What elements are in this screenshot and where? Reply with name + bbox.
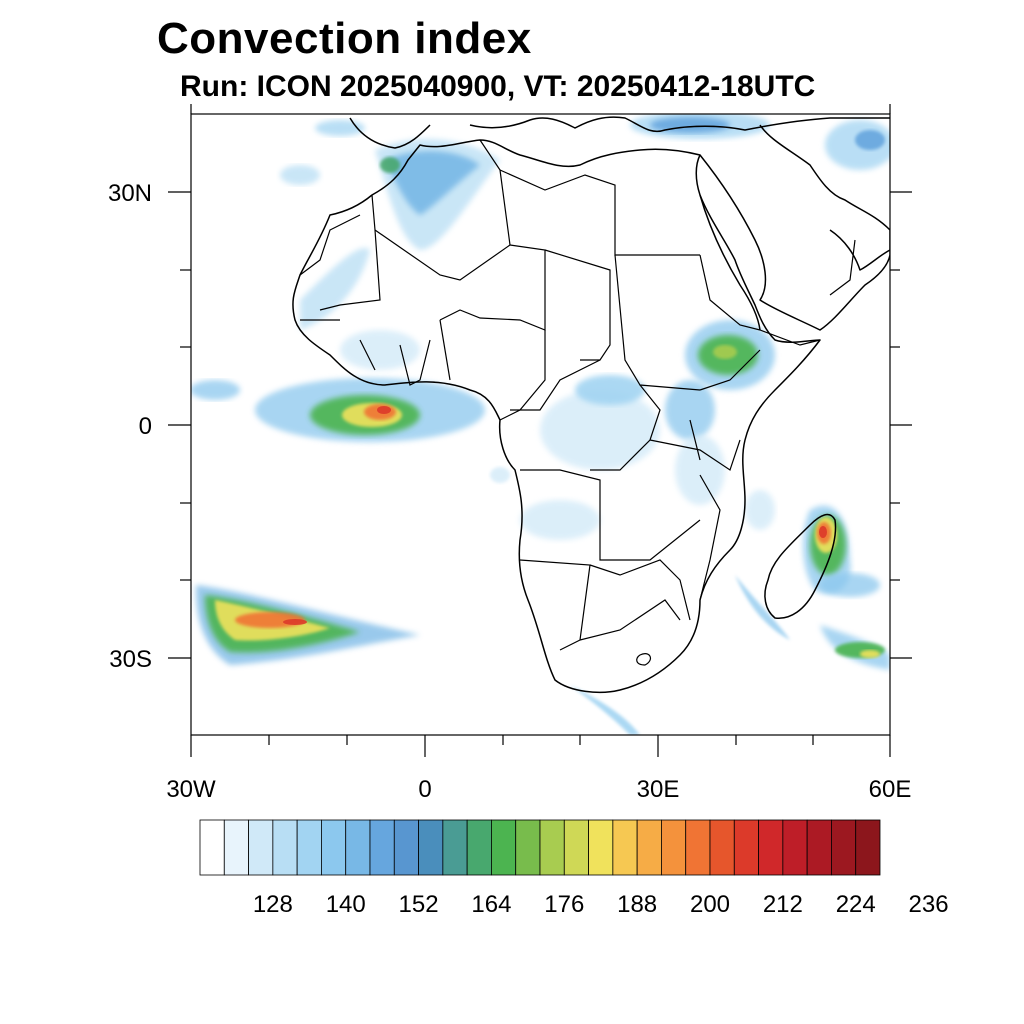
colorbar-label: 212 [763,891,803,918]
map-subtitle: Run: ICON 2025040900, VT: 20250412-18UTC [180,70,816,103]
axis-ticks [168,104,912,757]
southeast-indian-ocean-convection [820,573,890,670]
map-title: Convection index [157,14,532,63]
colorbar-swatch [733,819,759,876]
colorbar-label: 236 [909,891,949,918]
colorbar-label: 128 [253,891,293,918]
lon-label-30w: 30W [166,776,216,803]
colorbar-labels: 128 140 152 164 176 188 200 212 224 236 [253,891,949,918]
colorbar-label: 152 [399,891,439,918]
colorbar-swatch [685,819,711,876]
colorbar-swatch [466,819,492,876]
ethiopia-convection [665,320,775,440]
colorbar-label: 164 [471,891,511,918]
colorbar-swatch [515,819,541,876]
convection-field [191,114,890,735]
lon-label-60e: 60E [869,776,912,803]
colorbar-swatch [418,819,444,876]
lon-label-0: 0 [418,776,431,803]
persian-gulf-coastline [829,229,890,271]
madagascar-coastline [764,513,837,619]
lat-label-30n: 30N [108,180,152,207]
colorbar-swatch [296,819,322,876]
colorbar-swatch [612,819,638,876]
coastlines [292,116,890,694]
colorbar-swatch [539,819,565,876]
colorbar-swatch [272,819,298,876]
colorbar-swatch [369,819,395,876]
colorbar-swatch [563,819,589,876]
colorbar-swatch [345,819,371,876]
iberia-coastline [349,117,431,149]
south-atlantic-convection [195,585,420,665]
colorbar-swatch [806,819,832,876]
colorbar-swatch [831,819,857,876]
colorbar-label: 200 [690,891,730,918]
northwest-africa-convection [280,139,500,330]
colorbar-label: 176 [544,891,584,918]
colorbar-swatch [223,819,249,876]
colorbar [199,819,881,876]
lat-label-30s: 30S [109,646,152,673]
madagascar-convection [735,505,851,640]
country-borders [299,139,856,666]
colorbar-swatch [782,819,808,876]
colorbar-label: 224 [836,891,876,918]
colorbar-swatch [248,819,274,876]
colorbar-swatch [491,819,517,876]
colorbar-label: 140 [326,891,366,918]
colorbar-swatch [855,819,881,876]
colorbar-swatch [199,819,225,876]
colorbar-swatch [442,819,468,876]
red-sea-coastline [699,194,761,331]
lon-label-30e: 30E [637,776,680,803]
colorbar-swatch [588,819,614,876]
europe-coastline [469,116,890,132]
colorbar-swatch [758,819,784,876]
colorbar-swatch [636,819,662,876]
colorbar-swatch [709,819,735,876]
gulf-of-guinea-convection [191,378,485,442]
arabia-coastline [699,124,890,331]
lat-label-0: 0 [139,413,152,440]
colorbar-swatch [393,819,419,876]
central-africa-convection [340,330,775,735]
colorbar-label: 188 [617,891,657,918]
colorbar-swatch [321,819,347,876]
colorbar-swatch [661,819,687,876]
